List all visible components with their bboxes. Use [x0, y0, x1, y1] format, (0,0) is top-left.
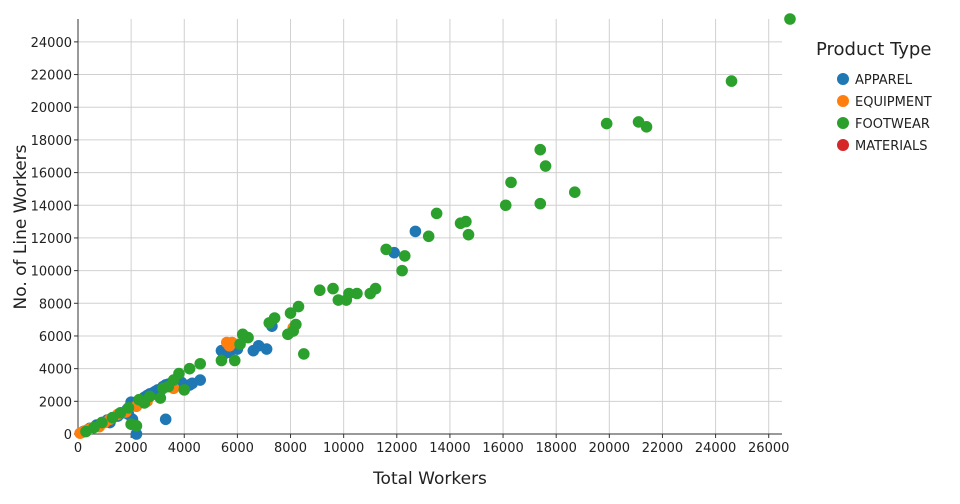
scatter-point-footwear: [234, 338, 246, 350]
scatter-point-footwear: [534, 197, 547, 210]
legend-marker-equipment[interactable]: [837, 95, 849, 107]
legend-title: Product Type: [816, 39, 931, 60]
scatter-point-footwear: [600, 117, 613, 130]
y-axis-title: No. of Line Workers: [11, 144, 31, 309]
y-tick-label: 20000: [31, 101, 72, 116]
scatter-point-footwear: [422, 230, 435, 243]
scatter-point-footwear: [332, 294, 345, 306]
scatter-point-footwear: [539, 160, 552, 172]
x-tick-label: 8000: [274, 441, 307, 456]
grid-lines: [78, 19, 782, 434]
scatter-point-footwear: [430, 207, 443, 220]
x-tick-label: 16000: [482, 441, 523, 456]
scatter-point-footwear: [640, 121, 653, 133]
legend-marker-footwear[interactable]: [837, 117, 849, 129]
scatter-point-apparel: [130, 428, 143, 440]
scatter-point-footwear: [173, 367, 185, 380]
y-tick-label: 18000: [31, 134, 72, 149]
legend-label-equipment[interactable]: EQUIPMENT: [855, 95, 932, 110]
x-tick-label: 12000: [376, 441, 417, 456]
scatter-point-footwear: [396, 264, 408, 277]
scatter-point-apparel: [260, 343, 273, 355]
y-tick-label: 22000: [31, 69, 72, 84]
x-axis-title: Total Workers: [372, 469, 487, 489]
y-tick-label: 4000: [39, 363, 72, 378]
x-tick-label: 0: [74, 441, 82, 456]
x-tick-label: 4000: [168, 441, 201, 456]
scatter-point-footwear: [178, 384, 191, 396]
scatter-point-apparel: [409, 225, 422, 238]
scatter-point-footwear: [130, 420, 143, 432]
scatter-point-footwear: [725, 75, 738, 87]
x-tick-label: 26000: [748, 441, 789, 456]
scatter-point-footwear: [228, 354, 241, 367]
scatter-point-footwear: [122, 402, 135, 414]
scatter-point-footwear: [143, 390, 156, 403]
scatter-point-footwear: [505, 176, 517, 189]
x-tick-label: 18000: [536, 441, 577, 456]
legend-label-apparel[interactable]: APPAREL: [855, 73, 913, 88]
x-tick-label: 24000: [695, 441, 736, 456]
scatter-point-apparel: [159, 413, 172, 426]
scatter-point-footwear: [398, 250, 411, 262]
legend: Product Type APPAREL EQUIPMENT FOOTWEAR MAT…: [816, 39, 932, 154]
scatter-point-footwear: [284, 307, 297, 319]
scatter-point-apparel: [194, 374, 207, 386]
scatter-point-footwear: [343, 287, 355, 300]
y-tick-label: 6000: [39, 330, 72, 345]
x-tick-label: 10000: [323, 441, 364, 456]
scatter-point-footwear: [268, 312, 281, 324]
scatter-point-footwear: [242, 331, 254, 344]
legend-label-footwear[interactable]: FOOTWEAR: [855, 117, 930, 132]
x-tick-label: 2000: [115, 441, 148, 456]
scatter-point-footwear: [96, 416, 108, 429]
y-tick-label: 10000: [31, 265, 72, 280]
legend-label-materials[interactable]: MATERIALS: [855, 139, 928, 154]
scatter-point-footwear: [327, 282, 339, 295]
legend-marker-materials[interactable]: [837, 139, 849, 151]
scatter-point-footwear: [380, 243, 392, 256]
x-tick-label: 6000: [221, 441, 254, 456]
scatter-point-footwear: [568, 186, 581, 198]
scatter-point-footwear: [460, 215, 472, 228]
scatter-point-footwear: [215, 354, 228, 367]
y-tick-label: 16000: [31, 167, 72, 182]
scatter-point-footwear: [784, 13, 796, 25]
scatter-point-footwear: [369, 282, 382, 295]
scatter-point-footwear: [313, 284, 326, 297]
y-tick-label: 0: [64, 428, 72, 443]
y-tick-label: 8000: [39, 297, 72, 312]
scatter-point-footwear: [499, 199, 512, 212]
scatter-point-footwear: [290, 318, 302, 331]
scatter-point-footwear: [292, 300, 305, 313]
scatter-point-footwear: [183, 362, 196, 375]
scatter-point-footwear: [351, 287, 363, 300]
scatter-point-footwear: [298, 348, 310, 360]
x-tick-label: 14000: [429, 441, 470, 456]
x-tick-label: 22000: [642, 441, 683, 456]
axes: 0 2000 4000 6000 8000 10000 12000 14000 16000 180…: [31, 19, 789, 456]
scatter-point-footwear: [462, 228, 475, 241]
y-tick-label: 12000: [31, 232, 72, 247]
data-points: [74, 13, 796, 440]
legend-marker-apparel[interactable]: [837, 73, 849, 85]
y-tick-label: 24000: [31, 36, 72, 51]
scatter-point-footwear: [194, 357, 207, 370]
x-tick-label: 20000: [589, 441, 630, 456]
y-tick-label: 2000: [39, 395, 72, 410]
y-tick-label: 14000: [31, 199, 72, 214]
scatter-point-footwear: [154, 392, 167, 404]
scatter-point-footwear: [534, 143, 547, 156]
